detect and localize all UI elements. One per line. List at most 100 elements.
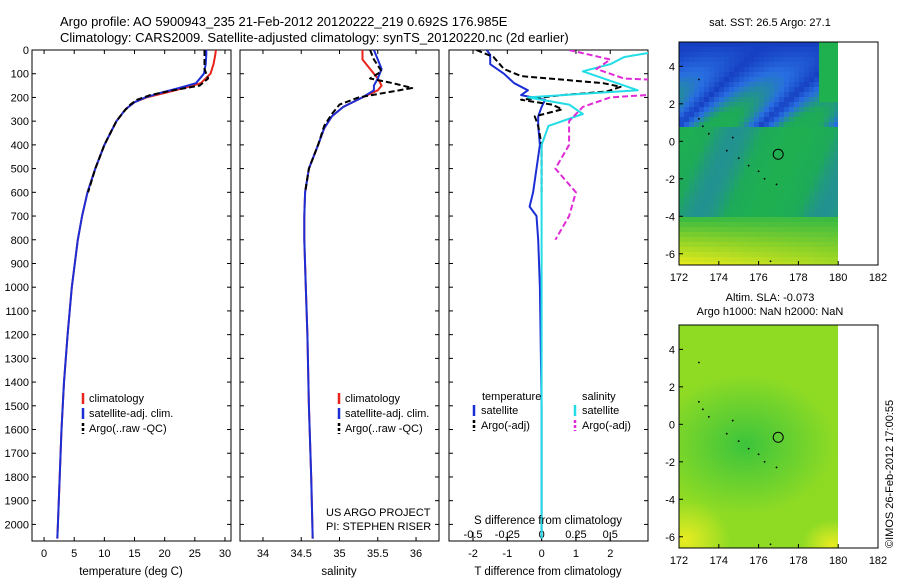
sst-cell — [769, 82, 774, 87]
sst-cell — [749, 77, 754, 82]
depth-tick-label: 1400 — [5, 377, 29, 389]
sst-cell — [794, 102, 799, 107]
sst-cell — [834, 127, 838, 132]
sst-cell — [709, 187, 714, 192]
sst-cell — [719, 157, 724, 162]
sst-cell — [779, 47, 784, 52]
sst-cell — [794, 197, 799, 202]
sst-cell — [809, 112, 814, 117]
sst-cell — [779, 137, 784, 142]
sst-cell — [739, 47, 744, 52]
sst-cell — [754, 57, 759, 62]
sst-cell — [754, 107, 759, 112]
sst-cell — [804, 222, 809, 227]
sst-cell — [764, 252, 769, 257]
sst-cell — [729, 262, 734, 265]
sst-cell — [724, 212, 729, 217]
sst-cell — [734, 252, 739, 257]
sst-cell — [779, 57, 784, 62]
sst-cell — [799, 252, 804, 257]
sst-cell — [754, 262, 759, 265]
sst-cell — [834, 242, 838, 247]
sst-cell — [729, 197, 734, 202]
sst-cell — [704, 172, 709, 177]
sst-cell — [724, 102, 729, 107]
sst-cell — [779, 87, 784, 92]
sst-cell — [714, 257, 719, 262]
sst-cell — [734, 167, 739, 172]
sst-cell — [679, 142, 684, 147]
sst-cell — [764, 202, 769, 207]
sst-cell — [684, 47, 689, 52]
sst-cell — [744, 242, 749, 247]
sst-cell — [739, 72, 744, 77]
sst-cell — [749, 57, 754, 62]
sst-cell — [724, 112, 729, 117]
sst-cell — [794, 237, 799, 242]
sst-cell — [709, 87, 714, 92]
sst-cell — [804, 42, 809, 47]
sst-cell — [814, 202, 819, 207]
sst-cell — [719, 122, 724, 127]
sst-cell — [709, 232, 714, 237]
sst-cell — [829, 87, 834, 92]
sst-cell — [759, 177, 764, 182]
sst-cell — [824, 142, 829, 147]
sst-cell — [799, 222, 804, 227]
sst-cell — [719, 172, 724, 177]
sst-cell — [714, 47, 719, 52]
sst-cell — [799, 172, 804, 177]
sst-cell — [754, 217, 759, 222]
sst-cell — [764, 247, 769, 252]
sst-cell — [789, 202, 794, 207]
sst-cell — [814, 242, 819, 247]
sst-cell — [694, 112, 699, 117]
sst-cell — [689, 232, 694, 237]
sst-cell — [754, 92, 759, 97]
sst-cell — [824, 172, 829, 177]
sst-cell — [754, 122, 759, 127]
sst-cell — [754, 202, 759, 207]
sst-cell — [784, 187, 789, 192]
sst-cell — [814, 212, 819, 217]
sst-cell — [744, 127, 749, 132]
sst-cell — [809, 182, 814, 187]
temperature-panel: 0100200300400500600700800900100011001200… — [5, 45, 232, 578]
sst-cell — [799, 207, 804, 212]
sst-cell — [694, 82, 699, 87]
sst-cell — [734, 207, 739, 212]
sst-cell — [769, 132, 774, 137]
sst-cell — [709, 227, 714, 232]
sst-cell — [804, 217, 809, 222]
sst-cell — [719, 142, 724, 147]
sst-cell — [754, 47, 759, 52]
island-dot — [769, 543, 772, 546]
sst-cell — [679, 67, 684, 72]
sst-cell — [819, 112, 824, 117]
sst-cell — [809, 67, 814, 72]
sst-cell — [819, 57, 824, 62]
sst-cell — [834, 217, 838, 222]
sst-cell — [744, 57, 749, 62]
sst-cell — [824, 77, 829, 82]
sst-cell — [764, 82, 769, 87]
sst-cell — [754, 192, 759, 197]
sst-cell — [744, 82, 749, 87]
sst-cell — [794, 117, 799, 122]
sst-cell — [709, 142, 714, 147]
sst-cell — [809, 87, 814, 92]
sst-cell — [764, 77, 769, 82]
island-dot — [698, 78, 700, 81]
sst-cell — [694, 47, 699, 52]
sst-cell — [724, 157, 729, 162]
sst-cell — [734, 262, 739, 265]
depth-tick-label: 700 — [11, 211, 29, 223]
sst-cell — [714, 102, 719, 107]
sst-cell — [724, 252, 729, 257]
sst-cell — [794, 62, 799, 67]
sst-cell — [814, 197, 819, 202]
sst-cell — [789, 137, 794, 142]
sst-cell — [679, 117, 684, 122]
sst-cell — [734, 47, 739, 52]
sst-cell — [819, 167, 824, 172]
